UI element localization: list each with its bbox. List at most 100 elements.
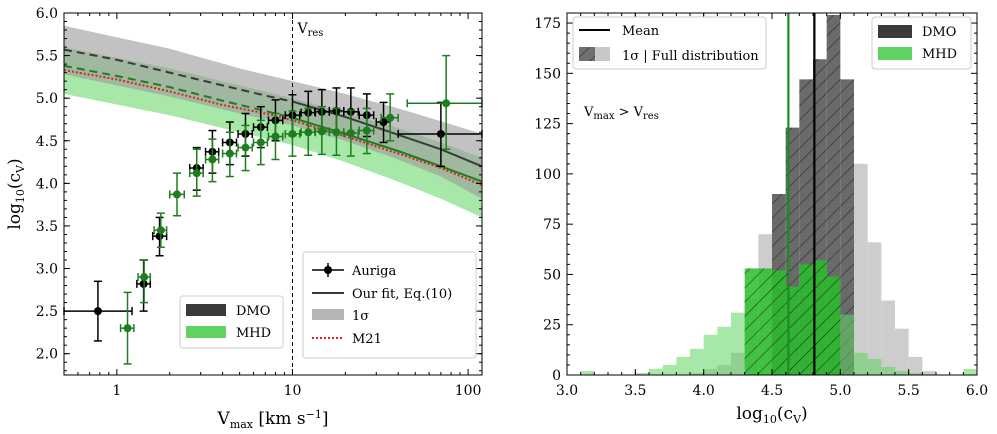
x-tick-label: 1 <box>112 383 121 399</box>
legend-dmo-label: DMO <box>236 304 270 319</box>
legend-mhd-swatch-right <box>878 47 912 60</box>
y-tick-label: 6.0 <box>36 6 58 22</box>
x-tick-label: 3.5 <box>624 383 646 399</box>
legend-auriga-marker <box>324 266 332 274</box>
x-tick-label: 3.0 <box>556 383 578 399</box>
mhd-point <box>358 107 375 155</box>
mhd-hist-bar-hatch <box>813 260 827 375</box>
y-tick-label: 0 <box>552 368 561 384</box>
legend-full-light <box>595 47 610 61</box>
left-ylabel: log10(cV) <box>5 158 27 229</box>
auriga-points <box>63 54 483 365</box>
y-tick-label: 75 <box>543 217 561 233</box>
mhd-point <box>380 93 399 142</box>
legend-mhd-label-right: MHD <box>922 47 957 62</box>
mean-lines <box>787 13 816 375</box>
mhd-point <box>300 107 317 156</box>
m21-line <box>64 69 482 187</box>
mhd-hist-bar <box>840 314 854 375</box>
right-panel: 3.0 3.5 4.0 4.5 5.0 5.5 6.0 0 25 50 75 100 125 150 175… <box>534 12 988 426</box>
mhd-hist-bar <box>676 356 690 375</box>
x-tick-label: 5.5 <box>898 383 920 399</box>
mhd-hist-bar <box>649 368 663 375</box>
mhd-fit-line <box>292 116 482 183</box>
y-tick-label: 50 <box>543 267 561 283</box>
dmo-hist-bar <box>881 300 895 375</box>
dmo-hist-bar <box>854 163 868 375</box>
mhd-point <box>168 172 186 217</box>
legend-mean-label: Mean <box>622 24 660 39</box>
dmo-hist-bar <box>867 242 882 375</box>
vmax-condition: Vmax > Vres <box>583 105 659 122</box>
mhd-hist-bar-hatch <box>758 268 772 375</box>
mhd-hist-bar <box>731 312 745 375</box>
right-ticks: 3.0 3.5 4.0 4.5 5.0 5.5 6.0 0 25 50 75 100 125 150 175 <box>534 13 988 399</box>
histograms <box>580 15 977 375</box>
left-axes-frame <box>63 12 483 376</box>
mhd-point <box>284 110 301 157</box>
left-legend-colors: DMO MHD <box>179 295 284 349</box>
y-tick-label: 4.0 <box>36 176 58 192</box>
legend-sigma-label: 1σ <box>352 309 369 324</box>
legend-auriga-label: Auriga <box>351 264 396 279</box>
x-tick-label: 100 <box>455 383 482 399</box>
legend-fit-label: Our fit, Eq.(10) <box>352 287 452 302</box>
mhd-point <box>153 212 168 248</box>
y-tick-label: 150 <box>534 66 561 82</box>
y-tick-label: 125 <box>534 117 561 133</box>
y-tick-label: 25 <box>543 318 561 334</box>
mhd-hist-bar <box>854 352 868 375</box>
y-tick-label: 4.5 <box>36 134 58 150</box>
legend-sigma-band <box>312 309 344 320</box>
right-xlabel: log10(cV) <box>736 404 807 426</box>
x-tick-label: 6.0 <box>966 383 988 399</box>
dmo-hist-bar <box>908 356 923 375</box>
vres-label: Vres <box>296 21 323 39</box>
mhd-hist-bar-hatch <box>744 268 759 375</box>
mhd-fit-extrapolated <box>64 64 293 119</box>
x-tick-label: 4.5 <box>761 383 783 399</box>
right-legend-colors: DMO MHD <box>871 16 972 70</box>
mhd-point <box>267 112 284 161</box>
legend-m21-label: M21 <box>352 332 382 347</box>
x-tick-label: 4.0 <box>693 383 715 399</box>
y-tick-label: 2.5 <box>36 304 58 320</box>
legend-dmo-label-right: DMO <box>922 25 956 40</box>
left-xlabel: Vmax [km s−1] <box>217 408 329 431</box>
legend-mhd-label: MHD <box>236 326 271 341</box>
mhd-hist-bar <box>867 358 882 375</box>
legend-dmo-swatch-right <box>878 25 912 38</box>
y-tick-label: 3.5 <box>36 219 58 235</box>
y-tick-label: 175 <box>534 16 561 32</box>
legend-mhd-swatch <box>186 326 226 338</box>
mhd-hist-bar <box>580 370 595 375</box>
x-tick-label: 5.0 <box>829 383 851 399</box>
dmo-hist-bar-hatch <box>840 79 854 375</box>
mhd-hist-bar <box>717 326 731 375</box>
left-ticks: 1 10 100 2.0 2.5 3.0 3.5 4.0 4.5 5.0 5.5 6.0 <box>36 6 482 399</box>
mhd-point <box>119 291 135 365</box>
legend-hatch-label: 1σ | Full distribution <box>622 49 759 64</box>
mhd-point <box>237 124 253 172</box>
x-tick-label: 10 <box>284 383 302 399</box>
mhd-hist-bar <box>662 364 677 375</box>
dmo-fit-extrapolated <box>64 48 293 103</box>
mhd-point <box>221 131 238 178</box>
mhd-hist-bar <box>881 366 895 375</box>
legend-dmo-swatch <box>186 304 226 316</box>
mhd-hist-bar <box>963 368 977 375</box>
mhd-hist-bar <box>908 372 923 375</box>
mhd-point <box>188 148 204 197</box>
mhd-hist-bar <box>690 348 704 375</box>
dmo-point <box>151 216 168 257</box>
left-panel: Vres 1 10 100 2.0 2.5 3.0 3.5 4.0 4.5 5.0 5.5 6.0 D… <box>5 6 483 431</box>
mhd-point <box>343 109 360 157</box>
y-tick-label: 5.5 <box>36 49 58 65</box>
left-legend-lines: Auriga Our fit, Eq.(10) 1σ M21 <box>302 251 477 359</box>
mhd-hist-bar-hatch <box>799 264 813 375</box>
dmo-point <box>397 101 483 168</box>
dmo-point <box>63 280 133 342</box>
dmo-hist-bar <box>922 370 936 375</box>
mhd-point <box>204 138 220 183</box>
mhd-hist-bar <box>635 372 649 375</box>
